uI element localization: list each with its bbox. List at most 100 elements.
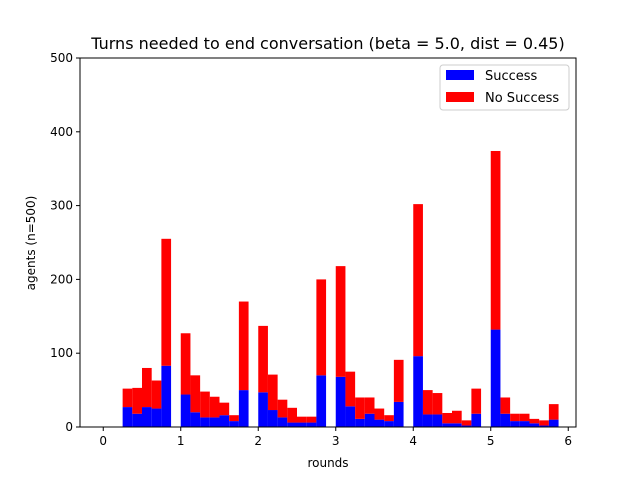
- bar-no-success-37: [529, 418, 540, 424]
- y-tick-label-100: 100: [50, 346, 73, 360]
- bar-no-success-29: [442, 412, 452, 424]
- bar-no-success-16: [297, 416, 307, 423]
- bar-no-success-20: [345, 371, 356, 407]
- bar-success-5: [180, 394, 191, 427]
- x-tick-label-5: 5: [487, 434, 495, 448]
- bar-success-24: [384, 421, 394, 427]
- bar-no-success-23: [374, 408, 385, 420]
- legend-label-success: Success: [485, 69, 538, 84]
- x-tick-label-1: 1: [177, 434, 185, 448]
- bar-success-1: [132, 413, 142, 427]
- x-tick-label-3: 3: [332, 434, 340, 448]
- legend-swatch-success: [446, 70, 474, 80]
- bar-success-31: [461, 425, 472, 427]
- bar-no-success-8: [209, 396, 220, 418]
- bar-success-0: [122, 407, 133, 427]
- bar-success-21: [355, 418, 365, 427]
- legend-swatch-no-success: [446, 92, 474, 102]
- bar-no-success-33: [490, 150, 501, 330]
- bar-no-success-25: [393, 359, 404, 402]
- bar-success-2: [142, 407, 152, 427]
- bar-success-27: [422, 414, 433, 427]
- bar-no-success-34: [500, 397, 511, 414]
- bar-no-success-22: [364, 397, 375, 414]
- bar-no-success-21: [355, 397, 365, 419]
- bar-no-success-18: [316, 279, 327, 376]
- bar-success-4: [161, 365, 172, 427]
- bar-no-success-19: [335, 266, 346, 377]
- bar-success-3: [151, 408, 162, 427]
- y-axis: 0 100 200 300 400 500: [50, 51, 80, 434]
- bar-no-success-17: [306, 416, 317, 423]
- chart-title: Turns needed to end conversation (beta =…: [90, 34, 564, 53]
- bar-no-success-32: [471, 388, 482, 414]
- bar-success-35: [510, 421, 520, 427]
- bar-no-success-39: [548, 404, 559, 420]
- x-tick-label-6: 6: [564, 434, 572, 448]
- bar-success-34: [500, 413, 511, 427]
- bar-success-14: [277, 417, 288, 427]
- x-tick-label-2: 2: [254, 434, 262, 448]
- bar-no-success-10: [229, 415, 239, 422]
- x-axis-label: rounds: [307, 456, 348, 470]
- bar-no-success-0: [122, 388, 133, 408]
- bar-success-17: [306, 422, 317, 427]
- x-tick-label-0: 0: [99, 434, 107, 448]
- bar-success-20: [345, 406, 356, 427]
- bar-success-26: [413, 356, 423, 427]
- bar-success-32: [471, 413, 482, 427]
- bar-success-25: [393, 401, 404, 427]
- bar-success-33: [490, 329, 501, 427]
- bar-no-success-1: [132, 387, 142, 414]
- y-tick-label-300: 300: [50, 199, 73, 213]
- bar-success-39: [548, 419, 559, 427]
- bar-success-12: [258, 392, 268, 427]
- bar-success-36: [519, 421, 530, 427]
- bar-no-success-38: [539, 420, 549, 426]
- bar-no-success-35: [510, 413, 520, 422]
- bar-success-28: [432, 414, 443, 427]
- bar-no-success-9: [219, 402, 230, 416]
- bars-layer: [122, 150, 559, 427]
- bar-no-success-36: [519, 413, 530, 422]
- bar-no-success-2: [142, 367, 152, 408]
- bar-success-37: [529, 423, 540, 427]
- bar-no-success-30: [452, 410, 462, 424]
- bar-success-10: [229, 421, 239, 427]
- bar-no-success-26: [413, 204, 423, 357]
- bar-no-success-12: [258, 325, 268, 393]
- plot-frame: [79, 57, 577, 428]
- bar-no-success-15: [287, 407, 297, 423]
- bar-no-success-31: [461, 420, 472, 426]
- bar-no-success-13: [267, 374, 278, 411]
- bar-success-38: [539, 425, 549, 427]
- legend-label-no-success: No Success: [485, 91, 559, 106]
- bar-success-29: [442, 423, 452, 427]
- bar-no-success-7: [200, 391, 210, 418]
- bar-no-success-24: [384, 415, 394, 422]
- bar-success-30: [452, 423, 462, 427]
- bar-no-success-6: [190, 375, 201, 413]
- y-axis-label: agents (n=500): [24, 196, 38, 291]
- y-tick-label-400: 400: [50, 125, 73, 139]
- bar-success-16: [297, 422, 307, 427]
- bar-no-success-11: [238, 301, 249, 391]
- bar-success-15: [287, 422, 297, 427]
- y-tick-label-0: 0: [65, 420, 73, 434]
- bar-success-18: [316, 375, 327, 427]
- bar-success-9: [219, 415, 230, 427]
- x-axis: 0 1 2 3 4 5 6: [99, 427, 572, 448]
- bar-success-8: [209, 417, 220, 427]
- bar-success-6: [190, 412, 201, 427]
- bar-success-23: [374, 419, 385, 427]
- bar-no-success-28: [432, 393, 443, 415]
- bar-no-success-27: [422, 390, 433, 415]
- y-tick-label-200: 200: [50, 272, 73, 286]
- y-tick-label-500: 500: [50, 51, 73, 65]
- bar-no-success-14: [277, 399, 288, 418]
- bar-success-13: [267, 410, 278, 427]
- bar-no-success-5: [180, 333, 191, 395]
- x-tick-label-4: 4: [409, 434, 417, 448]
